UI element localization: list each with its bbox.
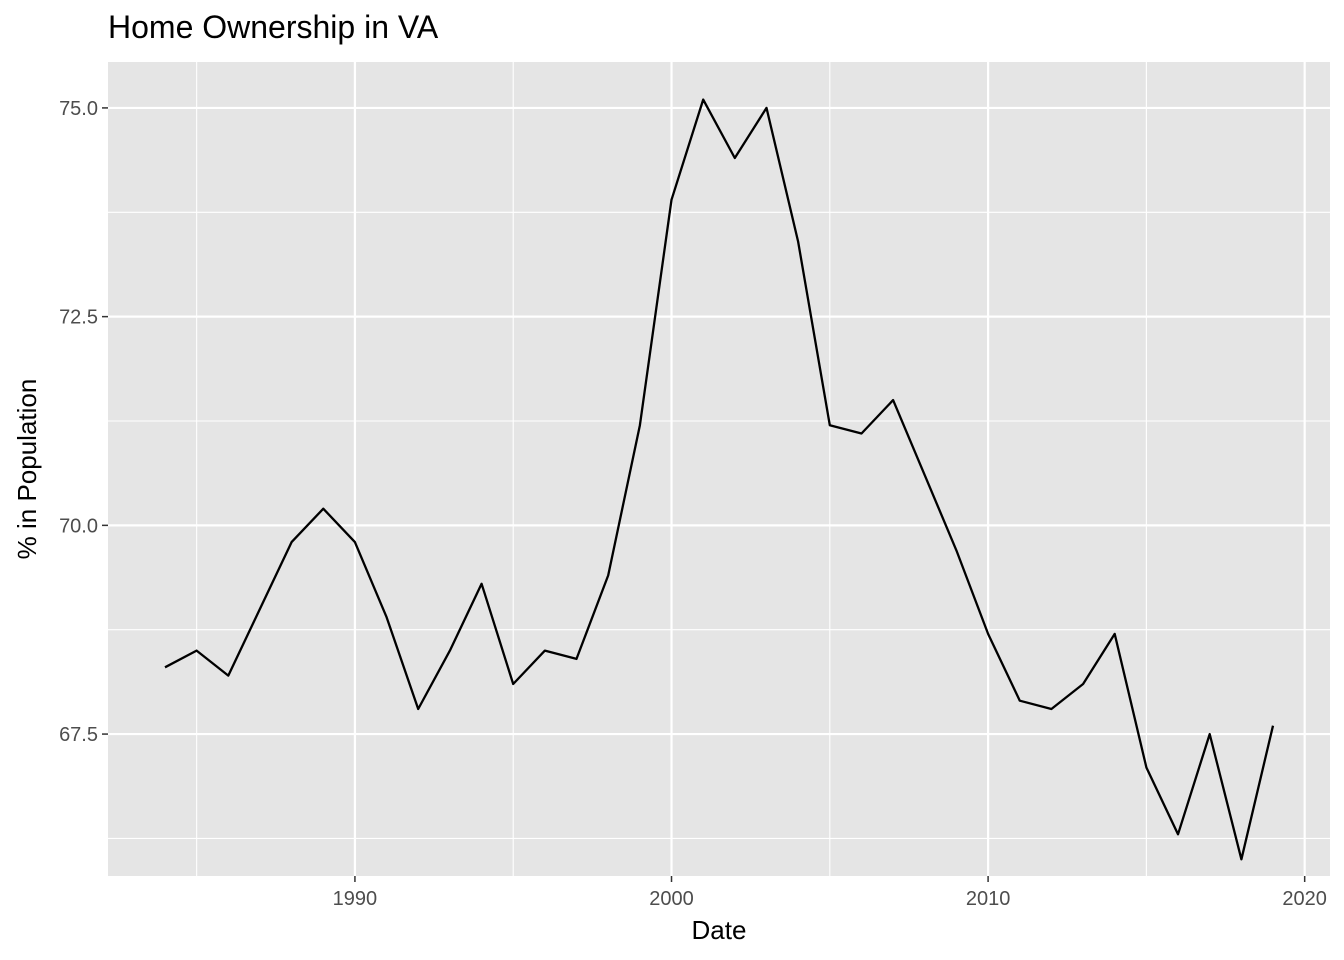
chart-title: Home Ownership in VA [108, 9, 439, 45]
x-tick-label: 1990 [333, 888, 378, 910]
y-tick-label: 72.5 [59, 307, 98, 329]
plot-panel [108, 62, 1330, 876]
minor-gridlines [108, 62, 1330, 876]
series-layer [164, 98, 1275, 861]
y-tick-label: 67.5 [59, 724, 98, 746]
y-axis: 67.5 70.0 72.5 75.0 [59, 98, 108, 746]
x-tick-label: 2010 [966, 888, 1011, 910]
x-tick-label: 2000 [649, 888, 694, 910]
x-axis-title: Date [692, 915, 747, 945]
y-axis-title: % in Population [12, 379, 42, 560]
y-tick-label: 75.0 [59, 98, 98, 120]
y-tick-label: 70.0 [59, 515, 98, 537]
series-line [164, 98, 1275, 861]
x-tick-label: 2020 [1282, 888, 1327, 910]
major-gridlines [108, 62, 1330, 876]
x-axis: 1990 2000 2010 2020 [333, 876, 1327, 910]
